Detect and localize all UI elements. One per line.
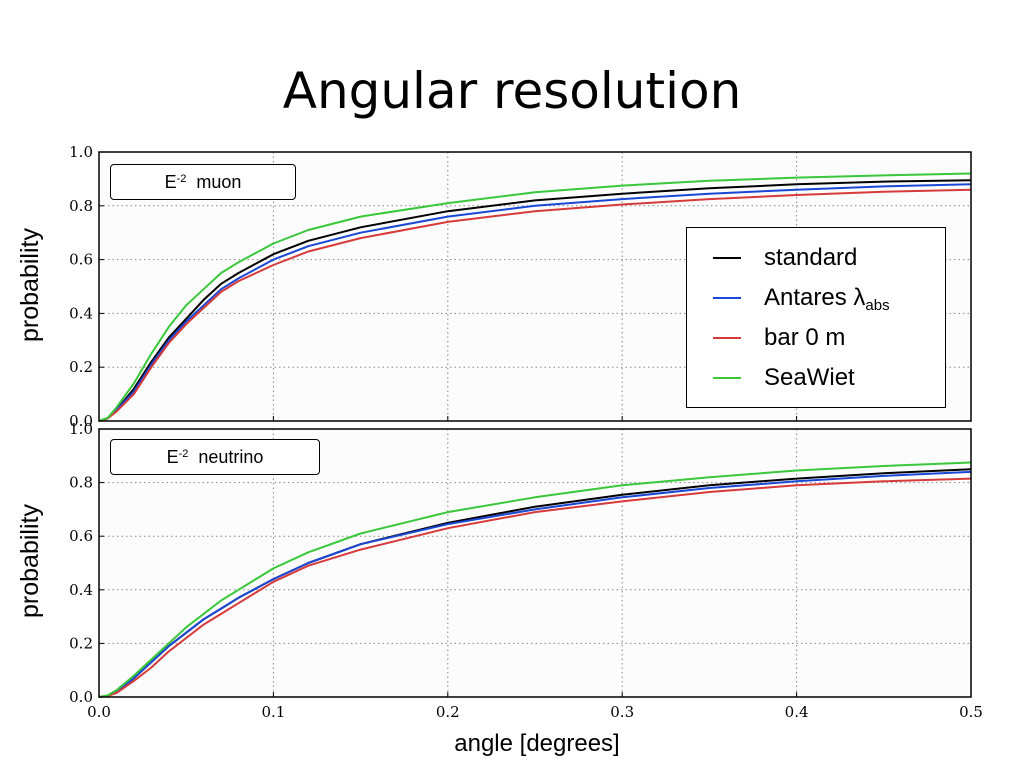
ylabel-top: probability bbox=[16, 228, 44, 342]
legend-sub-antares: abs bbox=[865, 297, 890, 314]
panel-label-muon: E-2 muon bbox=[110, 164, 296, 200]
panel-label-neutrino-base: E bbox=[166, 447, 179, 467]
x-tick-label-bottom-0: 0.0 bbox=[87, 703, 111, 721]
x-tick-label-bottom-3: 0.3 bbox=[610, 703, 634, 721]
y-tick-label-bottom-0: 0.0 bbox=[69, 688, 93, 706]
legend-swatch-seawiet bbox=[713, 377, 741, 379]
legend-item-standard: standard bbox=[687, 243, 945, 273]
y-tick-label-top-2: 0.4 bbox=[69, 304, 93, 322]
plot-frame-bottom bbox=[98, 428, 972, 698]
y-tick-label-bottom-3: 0.6 bbox=[69, 527, 93, 545]
legend-label-standard: standard bbox=[764, 243, 857, 273]
legend-swatch-bar0m bbox=[713, 337, 741, 339]
panel-label-neutrino-rest: neutrino bbox=[198, 447, 264, 467]
x-tick-label-bottom-4: 0.4 bbox=[785, 703, 809, 721]
series-line-top-1 bbox=[98, 183, 972, 422]
legend-item-seawiet: SeaWiet bbox=[687, 363, 945, 393]
series-line-bottom-1 bbox=[98, 470, 972, 698]
y-tick-label-top-5: 1.0 bbox=[69, 143, 93, 161]
series-line-top-2 bbox=[98, 188, 972, 422]
panel-label-neutrino: E-2 neutrino bbox=[110, 439, 320, 475]
panel-label-muon-rest: muon bbox=[196, 172, 242, 192]
legend-text-standard: standard bbox=[764, 244, 858, 271]
y-tick-label-bottom-5: 1.0 bbox=[69, 420, 93, 438]
slide-title: Angular resolution bbox=[282, 62, 742, 120]
y-tick-label-top-4: 0.8 bbox=[69, 197, 93, 215]
legend: standard Antares λabs bar 0 m SeaWiet bbox=[686, 227, 946, 408]
y-tick-label-top-1: 0.2 bbox=[69, 358, 93, 376]
y-tick-label-bottom-2: 0.4 bbox=[69, 581, 93, 599]
series-line-bottom-2 bbox=[98, 477, 972, 698]
legend-text-antares: Antares λ bbox=[764, 284, 866, 311]
y-tick-label-bottom-4: 0.8 bbox=[69, 474, 93, 492]
legend-text-bar0m: bar 0 m bbox=[764, 324, 846, 351]
x-tick-label-bottom-2: 0.2 bbox=[436, 703, 460, 721]
legend-item-antares: Antares λabs bbox=[687, 283, 945, 316]
y-tick-label-top-0: 0.0 bbox=[69, 412, 93, 430]
x-tick-label-bottom-1: 0.1 bbox=[261, 703, 285, 721]
series-line-bottom-3 bbox=[98, 461, 972, 698]
ylabel-bottom: probability bbox=[16, 504, 44, 618]
panel-label-neutrino-sup: -2 bbox=[178, 448, 189, 460]
legend-label-bar0m: bar 0 m bbox=[764, 323, 845, 353]
x-tick-label-bottom-5: 0.5 bbox=[959, 703, 983, 721]
y-tick-label-bottom-1: 0.2 bbox=[69, 634, 93, 652]
legend-label-seawiet: SeaWiet bbox=[764, 363, 855, 393]
legend-item-bar0m: bar 0 m bbox=[687, 323, 945, 353]
x-axis-label: angle [degrees] bbox=[454, 730, 620, 757]
legend-swatch-standard bbox=[713, 257, 741, 259]
plot-frame-top bbox=[98, 151, 972, 422]
panel-label-muon-sup: -2 bbox=[176, 173, 187, 185]
legend-text-seawiet: SeaWiet bbox=[764, 364, 855, 391]
y-tick-label-top-3: 0.6 bbox=[69, 251, 93, 269]
series-line-top-3 bbox=[98, 172, 972, 422]
panel-label-muon-base: E bbox=[164, 172, 177, 192]
legend-swatch-antares bbox=[713, 297, 741, 299]
legend-label-antares: Antares λabs bbox=[764, 283, 890, 316]
series-line-top-0 bbox=[98, 179, 972, 422]
